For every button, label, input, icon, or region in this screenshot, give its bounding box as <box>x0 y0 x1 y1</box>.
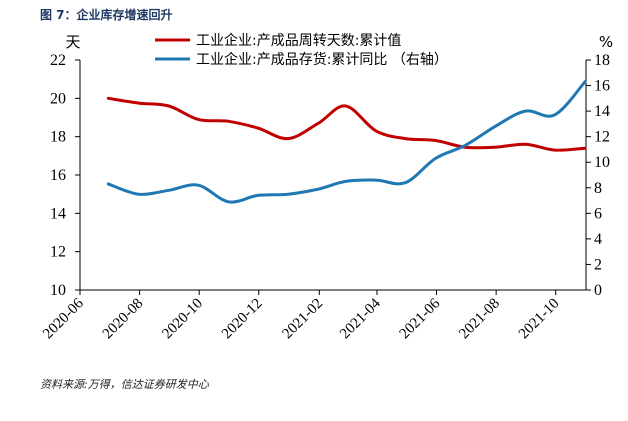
right-axis-unit: % <box>599 33 613 51</box>
right-axis-tick-label: 10 <box>594 154 610 171</box>
right-axis-tick-label: 12 <box>594 129 610 146</box>
right-axis-tick-label: 18 <box>594 52 610 69</box>
chart-series <box>106 80 587 204</box>
x-axis-tick-label: 2021-04 <box>337 295 384 342</box>
right-axis-tick-label: 2 <box>594 256 602 273</box>
left-axis-tick-label: 18 <box>50 129 66 146</box>
left-axis-tick-label: 20 <box>50 90 66 107</box>
left-axis-tick-label: 16 <box>50 167 66 184</box>
figure-title: 图 7：企业库存增速回升 <box>40 8 173 22</box>
series-line-turnover-days <box>106 96 587 152</box>
right-axis-tick-label: 8 <box>594 180 602 197</box>
legend-label: 工业企业:产成品周转天数:累计值 <box>196 32 401 49</box>
right-axis-tick-label: 4 <box>594 231 602 248</box>
x-axis-tick-label: 2020-08 <box>100 296 147 343</box>
x-axis-tick-label: 2020-06 <box>40 295 87 342</box>
left-axis-tick-label: 14 <box>50 205 66 222</box>
legend-label: 工业企业:产成品存货:累计同比 （右轴） <box>196 51 448 68</box>
x-axis-tick-label: 2021-02 <box>279 296 326 343</box>
left-axis-unit: 天 <box>65 33 80 51</box>
right-axis-tick-label: 16 <box>594 78 610 95</box>
right-axis-tick-label: 14 <box>594 103 610 120</box>
right-axis-tick-label: 6 <box>594 205 602 222</box>
x-axis-tick-label: 2021-10 <box>516 296 563 343</box>
x-axis-tick-label: 2020-10 <box>159 296 206 343</box>
series-line-inventory-yoy <box>106 80 587 204</box>
left-axis-tick-label: 22 <box>50 52 66 69</box>
left-axis-tick-label: 10 <box>50 282 66 299</box>
left-axis-tick-label: 12 <box>50 244 66 261</box>
x-axis-tick-label: 2021-06 <box>397 295 444 342</box>
x-axis-tick-label: 2021-08 <box>456 296 503 343</box>
right-axis-tick-label: 0 <box>594 282 602 299</box>
figure-source: 资料来源:万得，信达证券研发中心 <box>40 378 209 391</box>
x-axis-tick-label: 2020-12 <box>219 296 266 343</box>
